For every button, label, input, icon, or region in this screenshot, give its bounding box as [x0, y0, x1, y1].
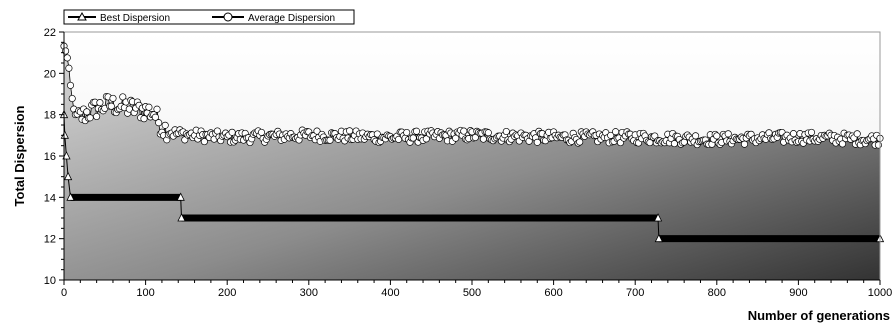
average-dispersion-point — [151, 113, 159, 121]
average-dispersion-point — [65, 64, 73, 72]
average-dispersion-point — [96, 99, 104, 107]
average-dispersion-point — [713, 132, 721, 140]
average-dispersion-point — [460, 127, 468, 135]
average-dispersion-point — [533, 138, 541, 146]
average-dispersion-point — [484, 129, 492, 137]
average-dispersion-point — [346, 127, 354, 135]
average-dispersion-point — [109, 94, 117, 102]
average-dispersion-point — [200, 138, 208, 146]
x-tick-label: 700 — [626, 287, 644, 299]
y-tick-label: 10 — [44, 275, 56, 287]
average-dispersion-point — [576, 138, 584, 146]
x-tick-label: 200 — [218, 287, 236, 299]
best-dispersion-point — [177, 213, 186, 222]
x-tick-label: 300 — [300, 287, 318, 299]
average-dispersion-point — [607, 131, 615, 139]
x-tick-label: 500 — [463, 287, 481, 299]
average-dispersion-point — [66, 81, 75, 89]
y-tick-label: 12 — [44, 234, 56, 246]
average-dispersion-point — [155, 119, 163, 127]
average-dispersion-point — [119, 93, 127, 101]
legend-best-label: Best Dispersion — [100, 13, 170, 24]
average-dispersion-point — [83, 108, 91, 116]
average-dispersion-point — [62, 47, 70, 55]
x-tick-label: 900 — [789, 287, 807, 299]
x-tick-label: 800 — [708, 287, 726, 299]
legend-avg-label: Average Dispersion — [248, 13, 335, 24]
average-dispersion-point — [86, 114, 94, 122]
x-axis-ticks: 0 100 200 300 400 500 600 700 800 900 1000 — [61, 280, 892, 299]
average-dispersion-point — [807, 128, 816, 136]
x-axis-title: Number of generations — [748, 308, 890, 323]
best-dispersion-point — [176, 192, 185, 201]
y-axis-title: Total Dispersion — [12, 106, 27, 207]
average-dispersion-point — [740, 140, 749, 148]
average-dispersion-point — [68, 94, 76, 103]
average-dispersion-point — [403, 128, 411, 137]
y-axis-ticks: 10 12 14 16 18 20 22 — [44, 27, 64, 287]
best-dispersion-point — [654, 233, 664, 243]
y-tick-label: 20 — [44, 68, 56, 80]
average-dispersion-point — [789, 130, 798, 138]
average-dispersion-point — [107, 102, 115, 110]
average-dispersion-point — [140, 115, 148, 123]
legend-avg-circle-icon — [223, 12, 233, 22]
y-tick-label: 14 — [44, 192, 56, 204]
legend-box — [63, 9, 355, 25]
average-dispersion-area — [64, 46, 880, 280]
average-dispersion-point — [228, 128, 236, 136]
best-dispersion-series — [59, 109, 885, 243]
average-dispersion-point — [838, 140, 847, 148]
x-tick-label: 600 — [544, 287, 562, 299]
best-dispersion-point — [653, 213, 663, 222]
average-dispersion-point — [161, 121, 169, 129]
average-dispersion-point — [373, 130, 381, 138]
average-dispersion-point — [412, 127, 421, 135]
average-dispersion-point — [612, 128, 620, 136]
average-dispersion-point — [257, 128, 266, 136]
average-dispersion-series — [60, 42, 884, 149]
average-dispersion-point — [153, 105, 161, 113]
x-tick-label: 0 — [61, 287, 67, 299]
x-tick-label: 1000 — [868, 287, 892, 299]
average-dispersion-point — [145, 103, 153, 111]
legend: Best Dispersion Average Dispersion — [63, 9, 355, 25]
best-dispersion-point — [66, 192, 75, 201]
x-tick-label: 400 — [381, 287, 399, 299]
best-dispersion-point — [62, 151, 71, 160]
average-dispersion-point — [502, 127, 510, 136]
y-tick-label: 22 — [44, 27, 56, 39]
y-tick-label: 18 — [44, 110, 56, 122]
average-dispersion-point — [213, 127, 221, 135]
average-dispersion-point — [422, 135, 430, 143]
x-tick-label: 100 — [136, 287, 154, 299]
average-dispersion-point — [326, 136, 334, 144]
average-dispersion-point — [479, 135, 487, 143]
y-tick-label: 16 — [44, 151, 56, 163]
average-dispersion-point — [874, 141, 882, 149]
average-dispersion-point — [93, 112, 101, 121]
average-dispersion-point — [853, 130, 861, 138]
average-dispersion-point — [692, 132, 700, 140]
average-dispersion-point — [724, 130, 732, 138]
best-dispersion-point — [63, 171, 73, 181]
average-dispersion-point — [63, 54, 71, 62]
legend-best-triangle-icon — [77, 11, 87, 21]
